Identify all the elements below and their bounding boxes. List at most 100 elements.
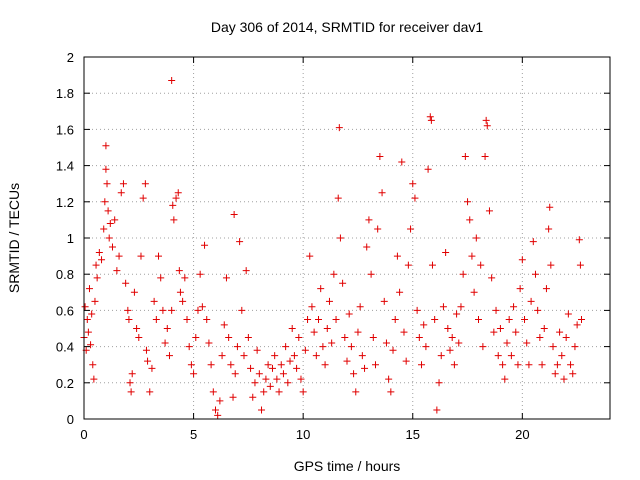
data-point bbox=[380, 297, 388, 305]
data-point bbox=[146, 388, 154, 396]
data-point bbox=[124, 306, 132, 314]
data-point bbox=[562, 334, 570, 342]
data-point bbox=[374, 225, 382, 233]
data-point bbox=[205, 339, 213, 347]
data-point bbox=[457, 303, 465, 311]
data-point bbox=[293, 364, 301, 372]
data-point bbox=[168, 77, 176, 85]
data-point bbox=[91, 297, 99, 305]
data-point bbox=[453, 310, 461, 318]
data-point bbox=[426, 113, 434, 121]
data-point bbox=[418, 361, 426, 369]
data-point bbox=[106, 220, 114, 228]
y-tick-label: 0.4 bbox=[56, 340, 74, 355]
data-point bbox=[163, 325, 171, 332]
y-tick-label: 1.2 bbox=[56, 195, 74, 210]
data-point bbox=[258, 406, 266, 414]
data-point bbox=[323, 325, 331, 332]
data-point bbox=[236, 238, 244, 246]
data-point bbox=[428, 261, 436, 269]
data-point bbox=[332, 315, 340, 323]
data-point bbox=[105, 234, 113, 242]
data-point bbox=[288, 325, 296, 332]
data-point bbox=[85, 285, 93, 293]
data-point bbox=[479, 343, 487, 351]
axis-ticks: 00.20.40.60.811.21.41.61.820 5 10 15 20 bbox=[56, 50, 610, 442]
data-point bbox=[271, 352, 279, 360]
y-tick-label: 1.4 bbox=[56, 159, 74, 174]
data-point bbox=[523, 339, 531, 347]
data-point bbox=[152, 315, 160, 323]
data-point bbox=[315, 315, 323, 323]
y-tick-label: 0.2 bbox=[56, 376, 74, 391]
data-point bbox=[220, 321, 228, 329]
data-point bbox=[542, 285, 550, 293]
data-point bbox=[161, 339, 169, 347]
data-point bbox=[336, 234, 344, 242]
data-point bbox=[101, 198, 109, 206]
data-point bbox=[369, 334, 377, 342]
data-point bbox=[262, 375, 270, 383]
data-point bbox=[90, 375, 98, 383]
data-point bbox=[499, 361, 507, 369]
data-point bbox=[409, 180, 417, 188]
data-point bbox=[556, 328, 564, 336]
data-point bbox=[108, 243, 116, 251]
data-point bbox=[496, 325, 504, 332]
x-axis-label: GPS time / hours bbox=[294, 458, 401, 474]
data-point bbox=[275, 388, 283, 396]
data-point bbox=[482, 116, 490, 124]
data-point bbox=[157, 274, 165, 282]
data-point bbox=[312, 352, 320, 360]
data-point bbox=[218, 352, 226, 360]
data-point bbox=[413, 306, 421, 314]
data-point bbox=[222, 274, 230, 282]
data-point bbox=[198, 303, 206, 311]
data-point bbox=[284, 379, 292, 387]
data-point bbox=[325, 297, 333, 305]
data-point bbox=[560, 375, 568, 383]
data-point bbox=[529, 238, 537, 246]
data-point bbox=[578, 315, 586, 323]
data-point bbox=[576, 261, 584, 269]
y-tick-label: 0.8 bbox=[56, 267, 74, 282]
data-point bbox=[308, 303, 316, 311]
data-point bbox=[216, 397, 224, 405]
data-point bbox=[247, 364, 255, 372]
data-point bbox=[103, 180, 111, 188]
data-point bbox=[88, 310, 96, 318]
data-point bbox=[260, 388, 268, 396]
data-point bbox=[371, 361, 379, 369]
data-point bbox=[356, 303, 364, 311]
data-point bbox=[437, 352, 445, 360]
data-point bbox=[503, 339, 511, 347]
chart-title: Day 306 of 2014, SRMTID for receiver dav… bbox=[211, 19, 484, 35]
data-point bbox=[343, 357, 351, 365]
data-point bbox=[387, 388, 395, 396]
data-point bbox=[165, 352, 173, 360]
data-point bbox=[155, 252, 163, 260]
data-point bbox=[448, 334, 456, 342]
data-point bbox=[464, 198, 472, 206]
data-point bbox=[172, 194, 180, 202]
data-point bbox=[450, 361, 458, 369]
data-point bbox=[483, 122, 491, 130]
data-point bbox=[273, 375, 281, 383]
data-point bbox=[341, 334, 349, 342]
data-point bbox=[264, 361, 272, 369]
data-point bbox=[347, 343, 355, 351]
data-point bbox=[310, 328, 318, 336]
data-point bbox=[385, 375, 393, 383]
data-point bbox=[525, 361, 533, 369]
data-point bbox=[209, 388, 217, 396]
data-point bbox=[168, 306, 176, 314]
data-point bbox=[299, 388, 307, 396]
data-point bbox=[89, 361, 97, 369]
data-points bbox=[80, 77, 586, 419]
y-tick-label: 0 bbox=[67, 412, 74, 427]
data-point bbox=[290, 352, 298, 360]
data-point bbox=[196, 270, 204, 278]
data-point bbox=[179, 297, 187, 305]
data-point bbox=[427, 116, 435, 124]
data-point bbox=[455, 339, 463, 347]
